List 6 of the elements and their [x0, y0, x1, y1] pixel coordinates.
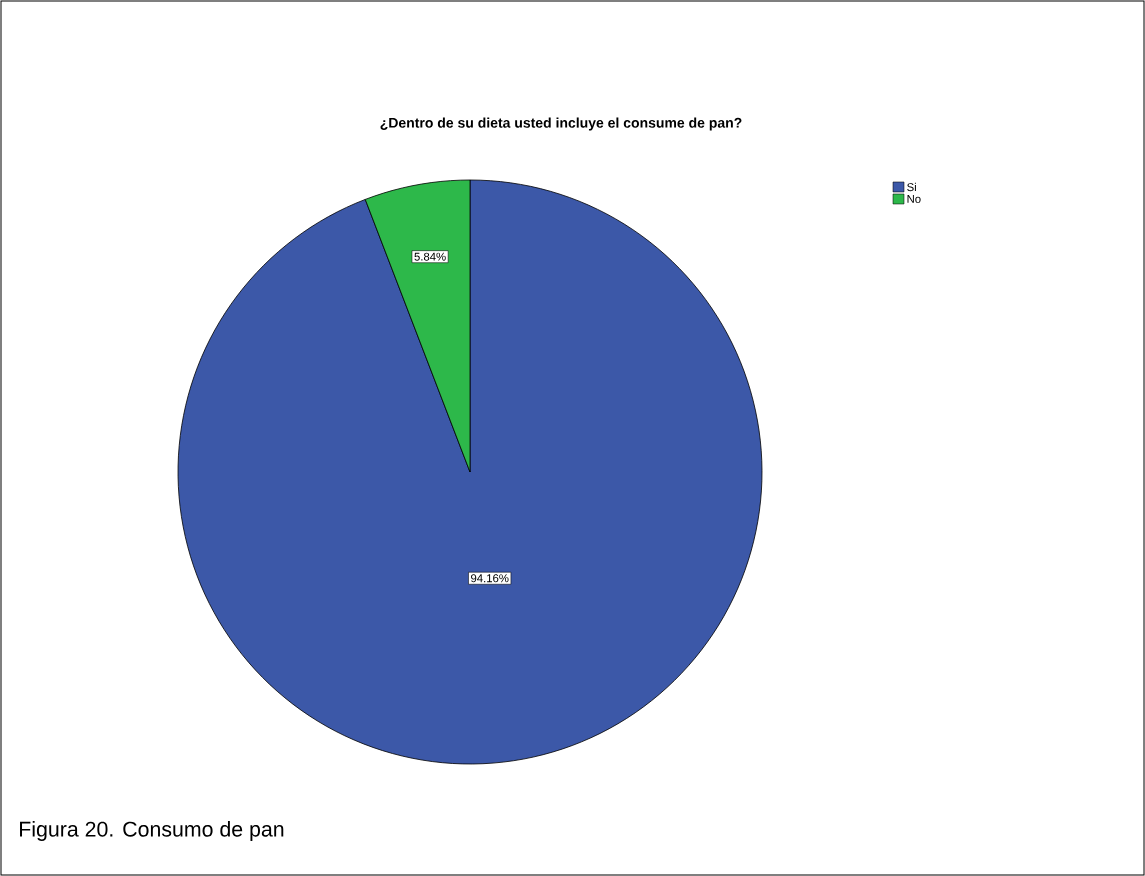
data-label: 5.84% [414, 252, 446, 261]
text: Figura 20. Consumo de pan [20, 821, 284, 841]
legend-label: Si [907, 182, 916, 192]
data-label: 94.16% [471, 574, 509, 583]
legend-label: No [907, 195, 921, 203]
chart-title: ¿Dentro de su dieta usted incluye el consume de pan? [380, 117, 742, 131]
